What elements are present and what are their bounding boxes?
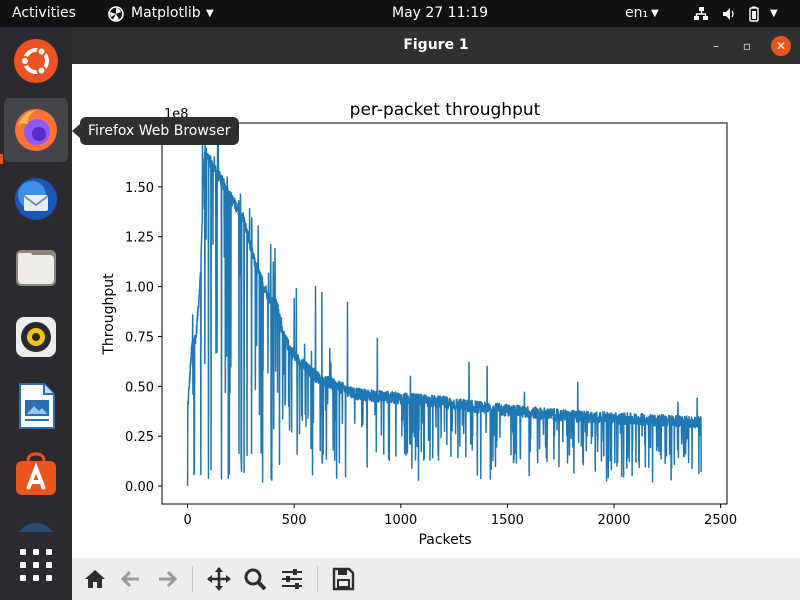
toolbar-separator	[317, 566, 318, 592]
ubuntu-logo-icon	[14, 39, 58, 83]
dock-item-thunderbird[interactable]	[4, 167, 68, 231]
x-tick-label: 1000	[384, 513, 417, 528]
figure-toolbar	[72, 558, 800, 600]
dock-item-software[interactable]	[4, 443, 68, 507]
pan-button[interactable]	[206, 566, 232, 592]
maximize-button[interactable]: ▫	[737, 36, 757, 56]
x-tick-label: 1500	[491, 513, 524, 528]
y-tick-label: 1.00	[125, 281, 154, 296]
running-indicator	[0, 154, 3, 164]
dock-item-files[interactable]	[4, 236, 68, 300]
figure-canvas[interactable]: per-packet throughput 1e8 0 500 1000 1500 20…	[72, 64, 800, 558]
top-bar: Activities Matplotlib ▼ May 27 11:19 en₁…	[0, 0, 800, 27]
chart-title: per-packet throughput	[350, 100, 541, 120]
dock-item-writer[interactable]	[4, 374, 68, 438]
minimize-button[interactable]: –	[706, 36, 726, 56]
window-title: Figure 1	[403, 37, 469, 53]
configure-icon	[282, 569, 302, 589]
chevron-down-icon: ▼	[206, 8, 214, 19]
files-icon	[16, 250, 56, 286]
dock-item-firefox[interactable]	[4, 98, 68, 162]
series-line-throughput	[186, 132, 702, 487]
clock[interactable]: May 27 11:19	[392, 5, 489, 21]
thunderbird-icon	[15, 178, 57, 220]
firefox-icon	[15, 109, 57, 151]
home-button[interactable]	[82, 566, 108, 592]
x-tick-label: 500	[282, 513, 307, 528]
home-icon	[85, 570, 105, 588]
matplotlib-logo-icon	[108, 6, 124, 22]
chart: per-packet throughput 1e8 0 500 1000 1500 20…	[101, 100, 737, 548]
software-icon	[16, 452, 56, 495]
save-icon	[332, 567, 355, 591]
y-tick-label: 0.00	[125, 480, 154, 495]
minimize-icon: –	[713, 39, 719, 53]
x-tick-label: 2500	[704, 513, 737, 528]
keyboard-layout-label: en₁	[625, 5, 649, 21]
volume-icon	[723, 8, 734, 20]
writer-icon	[19, 383, 55, 429]
save-button[interactable]	[330, 566, 356, 592]
dock-item-help[interactable]	[4, 512, 68, 532]
help-icon	[18, 523, 54, 532]
configure-subplots-button[interactable]	[279, 566, 305, 592]
window-titlebar[interactable]: Figure 1 – ▫ ✕	[72, 27, 800, 64]
tooltip-arrow	[72, 124, 80, 138]
zoom-icon	[244, 568, 267, 591]
y-tick-label: 0.50	[125, 380, 154, 395]
battery-icon	[749, 6, 759, 22]
forward-button[interactable]	[154, 566, 180, 592]
dock	[0, 27, 72, 600]
back-icon	[120, 570, 139, 588]
y-tick-label: 0.25	[125, 430, 154, 445]
activities-button[interactable]: Activities	[12, 5, 76, 21]
dock-item-ubuntu[interactable]	[4, 29, 68, 93]
x-axis-label: Packets	[418, 532, 471, 548]
y-axis-label: Throughput	[101, 273, 117, 356]
y-tick-label: 1.25	[125, 231, 154, 246]
toolbar-separator	[192, 566, 193, 592]
y-tick-label: 0.75	[125, 330, 154, 345]
x-tick-label: 2000	[597, 513, 630, 528]
close-button[interactable]: ✕	[771, 36, 791, 56]
chevron-down-icon: ▼	[651, 8, 659, 19]
grid-icon	[20, 549, 52, 581]
zoom-button[interactable]	[242, 566, 268, 592]
back-button[interactable]	[118, 566, 144, 592]
close-icon: ✕	[775, 39, 787, 53]
pan-icon	[207, 567, 231, 591]
maximize-icon: ▫	[742, 39, 752, 53]
chevron-down-icon: ▼	[770, 8, 778, 19]
dock-tooltip: Firefox Web Browser	[80, 117, 239, 145]
keyboard-layout-indicator[interactable]: en₁ ▼	[625, 0, 659, 27]
x-tick-label: 0	[183, 513, 191, 528]
network-icon	[694, 7, 708, 20]
y-tick-label: 1.50	[125, 181, 154, 196]
app-menu-label: Matplotlib	[131, 5, 201, 21]
forward-icon	[159, 570, 178, 588]
plot-frame	[161, 122, 728, 505]
dock-item-rhythmbox[interactable]	[4, 305, 68, 369]
show-applications-button[interactable]	[20, 549, 52, 581]
rhythmbox-icon	[16, 317, 56, 357]
system-menu[interactable]: ▼	[690, 0, 800, 27]
